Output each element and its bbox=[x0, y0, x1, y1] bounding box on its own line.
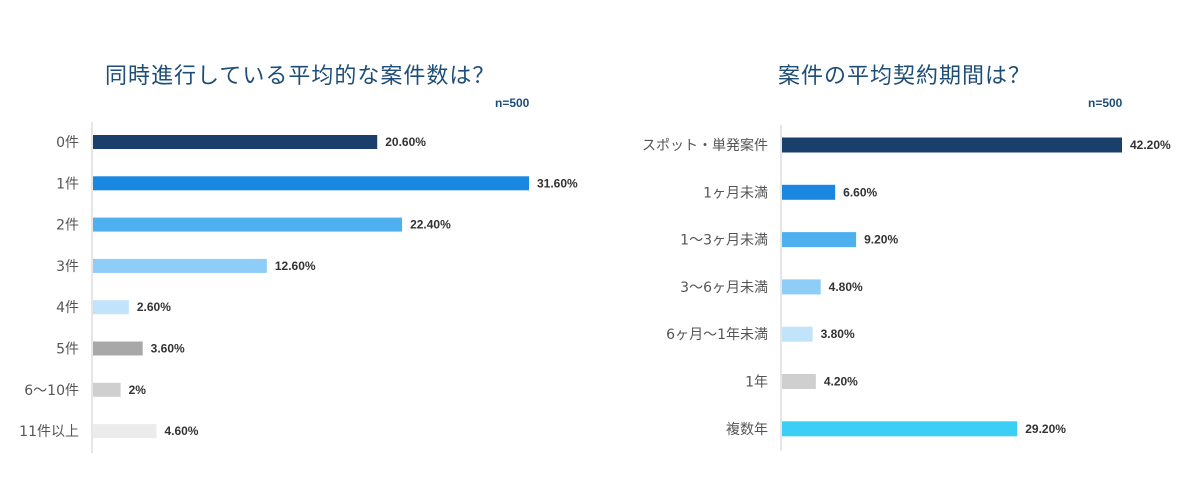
value-label: 4.60% bbox=[164, 424, 198, 438]
value-label: 2% bbox=[129, 383, 147, 397]
value-label: 42.20% bbox=[1130, 138, 1171, 152]
bar bbox=[93, 382, 121, 397]
category-label: 3〜6ヶ月未満 bbox=[680, 280, 768, 296]
chart-case-count: 同時進行している平均的な案件数は？ n=500 0件 20.60% 1件 31.60%… bbox=[19, 64, 578, 454]
category-label: 1ヶ月未満 bbox=[703, 185, 768, 201]
bar bbox=[93, 424, 157, 439]
value-label: 3.60% bbox=[151, 342, 185, 356]
value-label: 4.20% bbox=[824, 375, 858, 389]
category-label: 4件 bbox=[56, 300, 79, 316]
value-label: 29.20% bbox=[1025, 422, 1066, 436]
bar bbox=[93, 135, 378, 149]
bar bbox=[93, 341, 143, 356]
value-label: 20.60% bbox=[385, 135, 426, 149]
category-label: 0件 bbox=[56, 135, 79, 151]
bar bbox=[93, 258, 267, 273]
category-label: 1〜3ヶ月未満 bbox=[680, 233, 768, 249]
bar-plot-case-count: 0件 20.60% 1件 31.60% 2件 22.40% 3件 12.60% 4件 2.60% 5… bbox=[19, 122, 578, 454]
bar bbox=[782, 374, 816, 389]
value-label: 22.40% bbox=[410, 218, 451, 232]
sample-size-label: n=500 bbox=[495, 96, 530, 110]
bar-plot-contract-period: スポット・単発案件 42.20% 1ヶ月未満 6.60% 1〜3ヶ月未満 9.20% 3〜6… bbox=[642, 125, 1171, 451]
category-label: 1件 bbox=[56, 176, 79, 192]
bar bbox=[93, 300, 129, 315]
value-label: 31.60% bbox=[537, 176, 578, 190]
chart-title: 案件の平均契約期間は？ bbox=[778, 64, 1032, 89]
sample-size-label: n=500 bbox=[1088, 96, 1123, 110]
category-label: 11件以上 bbox=[19, 424, 79, 440]
value-label: 4.80% bbox=[829, 280, 863, 294]
category-label: 6〜10件 bbox=[24, 383, 79, 399]
category-label: 6ヶ月〜1年未満 bbox=[666, 327, 768, 343]
value-label: 12.60% bbox=[275, 259, 316, 273]
category-label: 5件 bbox=[56, 342, 79, 358]
bar bbox=[782, 184, 836, 200]
category-label: 2件 bbox=[56, 218, 79, 234]
value-label: 9.20% bbox=[864, 233, 898, 247]
chart-contract-period: 案件の平均契約期間は？ n=500 スポット・単発案件 42.20% 1ヶ月未満 6.… bbox=[600, 0, 1200, 500]
category-label: 3件 bbox=[56, 259, 79, 275]
chart-title: 同時進行している平均的な案件数は？ bbox=[105, 64, 496, 89]
bar bbox=[782, 326, 813, 342]
value-label: 6.60% bbox=[843, 185, 877, 199]
bar bbox=[782, 232, 857, 248]
bar bbox=[782, 279, 821, 295]
category-label: スポット・単発案件 bbox=[642, 137, 768, 154]
bar bbox=[93, 176, 529, 191]
bar bbox=[782, 421, 1018, 437]
bar bbox=[93, 217, 403, 232]
value-label: 3.80% bbox=[821, 327, 855, 341]
bar bbox=[782, 137, 1122, 153]
category-label: 1年 bbox=[745, 375, 768, 391]
value-label: 2.60% bbox=[137, 300, 171, 314]
category-label: 複数年 bbox=[726, 421, 768, 438]
